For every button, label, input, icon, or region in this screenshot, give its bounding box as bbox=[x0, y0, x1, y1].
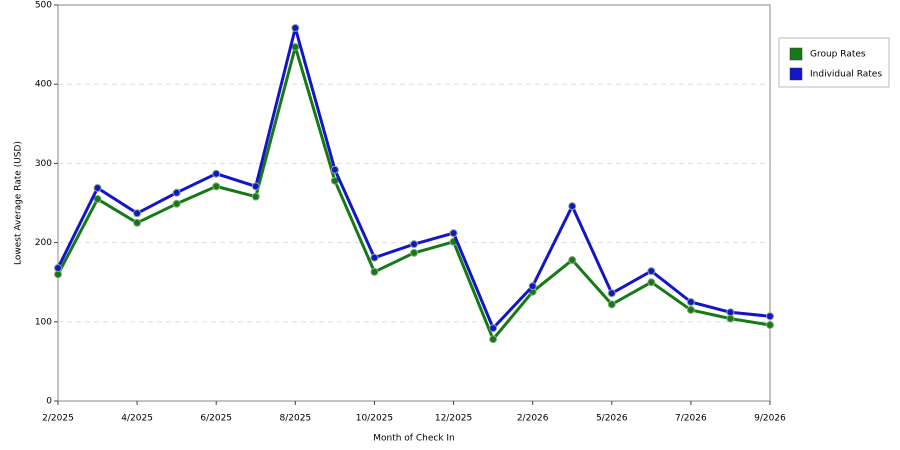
data-point bbox=[93, 195, 102, 204]
legend-swatch bbox=[789, 47, 803, 61]
data-point bbox=[489, 335, 498, 344]
y-tick-label: 100 bbox=[35, 317, 52, 327]
y-axis-label: Lowest Average Rate (USD) bbox=[14, 141, 24, 265]
data-point bbox=[291, 42, 300, 51]
data-point bbox=[568, 202, 577, 211]
data-point bbox=[370, 253, 379, 262]
y-tick-label: 400 bbox=[35, 80, 52, 90]
data-point bbox=[726, 308, 735, 317]
data-point bbox=[410, 240, 418, 249]
x-tick-label: 10/2025 bbox=[356, 414, 393, 424]
x-tick-label: 2/2026 bbox=[517, 414, 549, 424]
x-axis-label: Month of Check In bbox=[373, 434, 455, 444]
legend-label: Individual Rates bbox=[810, 70, 882, 80]
data-point bbox=[686, 305, 695, 314]
y-tick-label: 500 bbox=[35, 1, 52, 11]
y-tick-label: 200 bbox=[35, 238, 52, 248]
x-tick-label: 8/2025 bbox=[279, 414, 311, 424]
data-point bbox=[528, 282, 537, 291]
data-point bbox=[133, 209, 142, 218]
data-point bbox=[133, 218, 142, 227]
data-point bbox=[212, 182, 221, 191]
data-point bbox=[172, 199, 181, 208]
data-point bbox=[410, 248, 418, 257]
data-point bbox=[568, 256, 577, 265]
x-tick-label: 5/2026 bbox=[596, 414, 628, 424]
data-point bbox=[54, 263, 62, 272]
data-point bbox=[330, 165, 339, 174]
x-tick-label: 9/2026 bbox=[754, 414, 786, 424]
data-point bbox=[449, 229, 458, 238]
data-point bbox=[172, 188, 181, 197]
x-tick-label: 6/2025 bbox=[200, 414, 232, 424]
data-point bbox=[212, 169, 221, 178]
x-tick-label: 4/2025 bbox=[121, 414, 153, 424]
data-point bbox=[607, 289, 616, 298]
data-point bbox=[93, 183, 102, 192]
y-tick-label: 0 bbox=[46, 397, 52, 407]
x-tick-label: 12/2025 bbox=[435, 414, 472, 424]
data-point bbox=[766, 312, 774, 321]
data-point bbox=[686, 298, 695, 306]
data-point bbox=[766, 320, 774, 329]
x-tick-label: 7/2026 bbox=[675, 414, 707, 424]
data-point bbox=[251, 182, 260, 191]
data-point bbox=[251, 192, 260, 201]
series-line bbox=[56, 26, 771, 330]
series-line bbox=[56, 45, 771, 341]
y-tick-label: 300 bbox=[35, 159, 52, 169]
legend-swatch bbox=[789, 67, 803, 81]
x-tick-label: 2/2025 bbox=[42, 414, 74, 424]
data-point bbox=[607, 300, 616, 309]
legend-label: Group Rates bbox=[810, 50, 866, 60]
data-point bbox=[489, 324, 498, 333]
data-point bbox=[291, 23, 300, 32]
data-point bbox=[370, 267, 379, 276]
plot-frame bbox=[57, 4, 771, 402]
data-point bbox=[647, 267, 656, 276]
data-point bbox=[647, 278, 656, 287]
